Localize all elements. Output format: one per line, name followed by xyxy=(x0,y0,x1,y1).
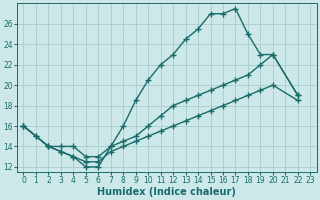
X-axis label: Humidex (Indice chaleur): Humidex (Indice chaleur) xyxy=(98,187,236,197)
